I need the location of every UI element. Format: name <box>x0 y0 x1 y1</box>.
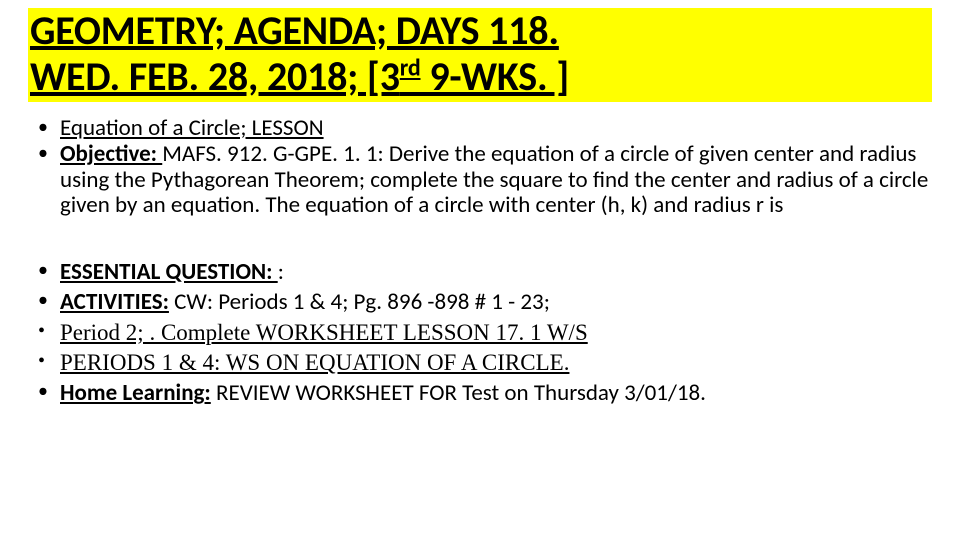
title-line-2: WED. FEB. 28, 2018; [3rd 9-WKS. ] <box>30 54 926 100</box>
bullet-activities: ACTIVITIES: CW: Periods 1 & 4; Pg. 896 -… <box>32 287 932 317</box>
objective-label: Objective: <box>60 140 162 168</box>
bullet-block-1: Equation of a Circle; LESSON Objective: … <box>32 116 932 219</box>
eq-text: : <box>278 258 284 286</box>
title-superscript: rd <box>400 54 421 83</box>
activities-text: CW: Periods 1 & 4; Pg. 896 -898 # 1 - 23… <box>169 288 550 316</box>
hl-text: REVIEW WORKSHEET FOR Test on Thursday 3/… <box>211 379 706 407</box>
hl-label: Home Learning: <box>60 379 211 407</box>
bullet-home-learning: Home Learning: REVIEW WORKSHEET FOR Test… <box>32 378 932 408</box>
title-banner: GEOMETRY; AGENDA; DAYS 118. WED. FEB. 28… <box>28 8 932 102</box>
title-line-2-after: 9-WKS. ] <box>421 52 570 101</box>
bullet-periods14: PERIODS 1 & 4: WS ON EQUATION OF A CIRCL… <box>32 348 932 378</box>
eq-label: ESSENTIAL QUESTION: <box>60 258 278 286</box>
slide: GEOMETRY; AGENDA; DAYS 118. WED. FEB. 28… <box>0 0 960 540</box>
title-line-2-before: WED. FEB. 28, 2018; [3 <box>30 52 400 101</box>
spacer <box>32 219 932 257</box>
bullet-block-2: ESSENTIAL QUESTION: : ACTIVITIES: CW: Pe… <box>32 257 932 409</box>
bullet-essential-question: ESSENTIAL QUESTION: : <box>32 257 932 287</box>
lesson-label: Equation of a Circle; LESSON <box>60 114 324 142</box>
content-area: Equation of a Circle; LESSON Objective: … <box>28 116 932 409</box>
title-line-1: GEOMETRY; AGENDA; DAYS 118. <box>30 8 926 54</box>
bullet-objective: Objective: MAFS. 912. G-GPE. 1. 1: Deriv… <box>32 142 932 219</box>
bullet-lesson: Equation of a Circle; LESSON <box>32 116 932 142</box>
objective-text: MAFS. 912. G-GPE. 1. 1: Derive the equat… <box>60 140 928 220</box>
bullet-period2: Period 2; . Complete WORKSHEET LESSON 17… <box>32 318 932 348</box>
activities-label: ACTIVITIES: <box>60 288 169 316</box>
period2-label: Period 2; . Complete WORKSHEET LESSON 17… <box>60 320 588 345</box>
periods14-label: PERIODS 1 & 4: WS ON EQUATION OF A CIRCL… <box>60 350 569 375</box>
